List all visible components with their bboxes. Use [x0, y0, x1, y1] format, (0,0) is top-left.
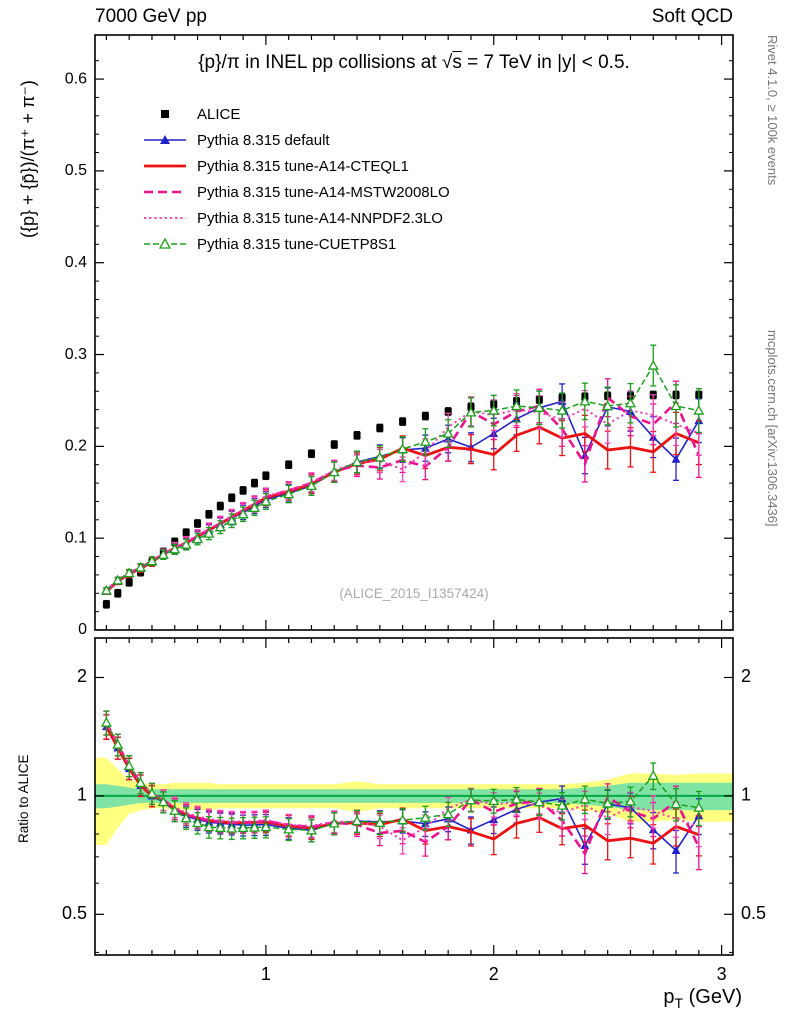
svg-text:1: 1 — [77, 785, 87, 805]
svg-text:0.6: 0.6 — [65, 70, 87, 87]
svg-text:3: 3 — [717, 964, 727, 984]
legend-label: Pythia 8.315 tune-A14-MSTW2008LO — [197, 183, 450, 201]
series-ratio-4 — [100, 710, 705, 843]
process-group-label: Soft QCD — [651, 6, 733, 27]
legend-item: ALICE — [142, 101, 450, 127]
svg-text:1: 1 — [261, 964, 271, 984]
svg-text:0.1: 0.1 — [65, 529, 87, 546]
legend-marker-none — [144, 190, 186, 194]
x-axis-label: pT (GeV) — [663, 986, 742, 1011]
svg-text:0.5: 0.5 — [65, 162, 87, 179]
series-main-0 — [101, 383, 704, 595]
svg-text:0.5: 0.5 — [741, 903, 766, 923]
analysis-id-watermark: (ALICE_2015_I1357424) — [339, 586, 489, 601]
legend-item: Pythia 8.315 default — [142, 127, 450, 153]
legend-marker-triangle-filled — [144, 135, 186, 144]
legend-label: Pythia 8.315 default — [197, 131, 330, 149]
main-panel-frame — [94, 34, 734, 631]
svg-text:0.5: 0.5 — [62, 903, 87, 923]
plot-title-text: {p}/π in INEL pp collisions at — [198, 52, 442, 73]
x-axis-label-symbol: p — [663, 986, 675, 1008]
beam-energy-label: 7000 GeV pp — [95, 6, 207, 27]
legend: ALICE Pythia 8.315 default Pythia 8.315 tu… — [142, 101, 450, 257]
legend-marker-triangle-open — [144, 237, 186, 249]
legend-item: Pythia 8.315 tune-A14-NNPDF2.3LO — [142, 205, 450, 231]
svg-text:2: 2 — [741, 666, 751, 686]
legend-label: Pythia 8.315 tune-A14-NNPDF2.3LO — [197, 209, 443, 227]
series-reference-main — [102, 390, 703, 609]
svg-text:0: 0 — [78, 621, 87, 638]
legend-marker-none — [144, 164, 186, 168]
plot-title: {p}/π in INEL pp collisions at √s = 7 Te… — [95, 52, 733, 74]
svg-text:1: 1 — [741, 785, 751, 805]
ratio-uncertainty-bands — [95, 757, 733, 845]
legend-item: Pythia 8.315 tune-A14-CTEQL1 — [142, 153, 450, 179]
ratio-panel-frame — [94, 637, 734, 956]
sqrt-symbol: √ — [441, 52, 453, 73]
series-main-2 — [103, 378, 702, 594]
axis-ticks: 0 0.1 0.2 0.3 0.4 0.5 0.6 0.5 0.5 1 1 2 2 1 2 3 — [62, 35, 766, 984]
legend-item: Pythia 8.315 tune-A14-MSTW2008LO — [142, 179, 450, 205]
rivet-version-note: Rivet 4.1.0, ≥ 100k events — [765, 35, 780, 186]
x-axis-label-units: (GeV) — [683, 986, 742, 1008]
plot-title-suffix: = 7 TeV in |y| < 0.5. — [461, 52, 630, 73]
svg-text:2: 2 — [77, 666, 87, 686]
svg-text:0.2: 0.2 — [65, 438, 87, 455]
legend-label: Pythia 8.315 tune-A14-CTEQL1 — [197, 157, 409, 175]
svg-text:0.4: 0.4 — [65, 254, 87, 271]
svg-text:2: 2 — [489, 964, 499, 984]
legend-marker-none — [144, 217, 186, 219]
svg-text:0.3: 0.3 — [65, 346, 87, 363]
legend-label: Pythia 8.315 tune-CUETP8S1 — [197, 235, 397, 253]
x-axis-label-subscript: T — [674, 995, 684, 1011]
mcplots-arxiv-note: mcplots.cern.ch [arXiv:1306.3436] — [765, 330, 780, 527]
legend-label: ALICE — [197, 105, 241, 123]
legend-marker-square — [161, 110, 169, 118]
legend-item: Pythia 8.315 tune-CUETP8S1 — [142, 231, 450, 257]
sqrt-argument: s — [452, 52, 462, 73]
series-main-4 — [100, 344, 705, 595]
